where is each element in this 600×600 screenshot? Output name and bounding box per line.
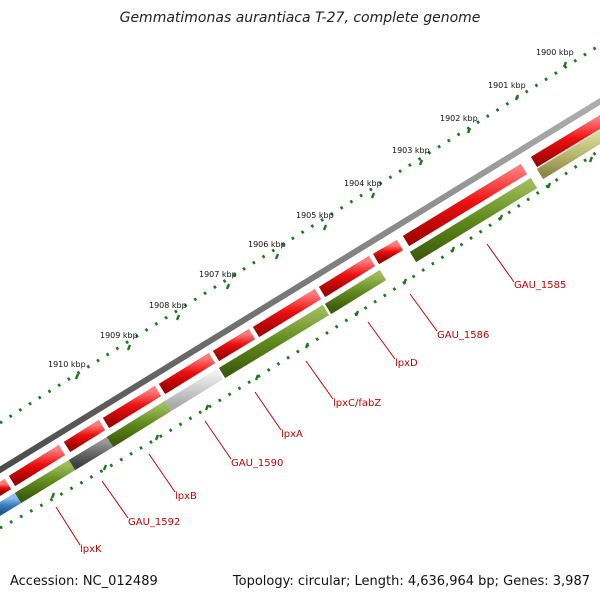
major-tick-mark: [546, 182, 552, 189]
label-connector: [204, 420, 232, 460]
forward-gene: [252, 288, 322, 338]
gene-label: lpxC/fabZ: [333, 398, 381, 409]
major-tick-mark: [175, 314, 181, 321]
major-tick-mark: [498, 214, 504, 221]
major-tick-mark: [154, 434, 160, 441]
forward-gene: [372, 239, 404, 265]
gene-features: [0, 115, 600, 516]
major-tick-mark: [126, 344, 132, 351]
gene-label: GAU_1592: [128, 517, 180, 528]
major-tick-mark: [74, 373, 80, 380]
major-tick-mark: [562, 61, 568, 68]
reverse-gene: [409, 177, 538, 263]
forward-gene: [402, 163, 528, 247]
gene-label: lpxK: [80, 544, 102, 555]
tick-label: 1902 kbp: [440, 114, 478, 123]
reverse-gene: [0, 492, 22, 516]
tick-label: 1907 kbp: [199, 270, 237, 279]
major-tick-mark: [102, 464, 108, 471]
tick-label: 1909 kbp: [100, 331, 138, 340]
label-connector: [55, 506, 81, 546]
major-tick-mark: [304, 342, 310, 349]
major-tick-mark: [274, 253, 280, 260]
label-connector: [367, 321, 396, 360]
major-tick-mark: [322, 224, 328, 231]
major-tick-mark: [402, 278, 408, 285]
gene-label: GAU_1590: [231, 458, 283, 469]
tick-label: 1905 kbp: [296, 211, 334, 220]
forward-gene: [8, 444, 66, 487]
inner-tick-ruler: [0, 148, 600, 530]
major-tick-mark: [588, 156, 594, 163]
forward-gene: [158, 352, 216, 395]
genome-backbone: [0, 97, 600, 474]
reverse-gene: [324, 269, 387, 315]
major-tick-mark: [50, 492, 56, 499]
tick-label: 1901 kbp: [488, 81, 526, 90]
outer-tick-ruler: [0, 43, 600, 425]
tick-labels: 1900 kbp 1901 kbp 1902 kbp 1903 kbp 1904 kbp…: [48, 48, 574, 369]
reverse-gene: [106, 400, 172, 448]
label-connector: [101, 480, 129, 519]
forward-gene: [102, 385, 162, 429]
label-connectors: [55, 243, 515, 546]
forward-gene: [530, 115, 600, 168]
tick-label: 1903 kbp: [392, 146, 430, 155]
gene-label: lpxA: [281, 429, 303, 440]
reverse-gene: [218, 304, 330, 379]
gene-label: lpxD: [395, 358, 418, 369]
reverse-gene: [536, 130, 600, 180]
reverse-gene: [68, 436, 114, 471]
label-connector: [148, 453, 176, 493]
major-tick-mark: [466, 127, 472, 134]
major-tick-mark: [370, 192, 376, 199]
major-tick-mark: [225, 283, 231, 290]
forward-gene: [63, 419, 106, 453]
label-connector: [486, 243, 515, 283]
reverse-gene: [164, 368, 224, 412]
major-tick-mark: [514, 94, 520, 101]
label-connector: [254, 391, 282, 431]
major-tick-mark: [418, 159, 424, 166]
major-tick-mark: [450, 246, 456, 253]
major-tick-mark: [204, 404, 210, 411]
map-title: Gemmatimonas aurantiaca T-27, complete g…: [119, 10, 481, 26]
gene-label: GAU_1586: [437, 330, 489, 341]
label-connector: [409, 293, 438, 332]
tick-label: 1908 kbp: [149, 301, 187, 310]
forward-gene: [0, 478, 12, 496]
tick-label: 1910 kbp: [48, 360, 86, 369]
label-connector: [305, 360, 334, 400]
forward-gene: [212, 328, 256, 362]
tick-label: 1906 kbp: [248, 240, 286, 249]
tick-label: 1900 kbp: [536, 48, 574, 57]
reverse-gene: [14, 459, 76, 504]
forward-gene: [318, 255, 376, 298]
major-tick-mark: [254, 374, 260, 381]
gene-labels: GAU_1585 GAU_1586 lpxD lpxC/fabZ lpxA GAU_159…: [80, 280, 566, 555]
gene-label: GAU_1585: [514, 280, 566, 291]
genome-summary-text: Topology: circular; Length: 4,636,964 bp…: [232, 574, 590, 589]
major-ticks: [50, 61, 594, 499]
gene-label: lpxB: [175, 491, 197, 502]
major-tick-mark: [354, 310, 360, 317]
tick-label: 1904 kbp: [344, 179, 382, 188]
accession-text: Accession: NC_012489: [10, 574, 158, 589]
